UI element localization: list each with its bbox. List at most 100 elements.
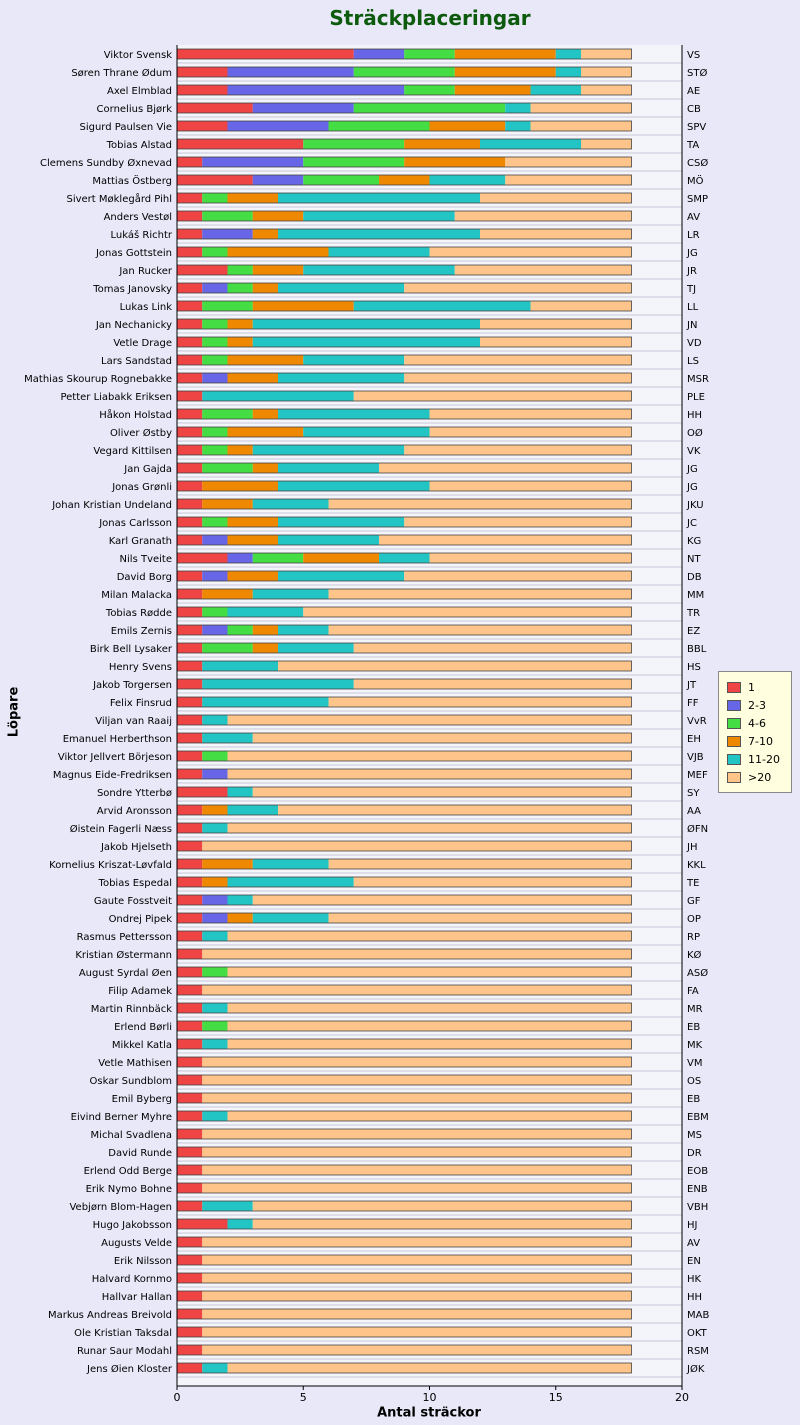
runner-name-label: Mathias Skourup Rognebakke [24,374,172,385]
bar-segment-1 [177,301,203,311]
bar-segment-1 [177,751,203,761]
bar-segment->20 [252,1219,632,1229]
bar-segment->20 [202,1075,632,1085]
bar-segment-1 [177,967,203,977]
bar-segment->20 [227,931,632,941]
bar-segment-11-20 [202,1003,228,1013]
x-tick-label: 5 [300,1391,307,1404]
bar-segment-4-6 [202,751,228,761]
runner-abbr-label: VD [687,338,702,349]
bar-segment->20 [202,1345,632,1355]
bar-segment->20 [581,85,632,95]
runner-abbr-label: DB [687,572,702,583]
bar-segment-1 [177,805,203,815]
bar-segment->20 [454,211,632,221]
bar-segment-11-20 [202,679,354,689]
bar-segment-1 [177,391,203,401]
bar-segment-1 [177,715,203,725]
bar-segment-2-3 [227,85,405,95]
runner-abbr-label: ASØ [687,967,708,979]
bar-segment-4-6 [353,67,455,77]
bar-segment-1 [177,859,203,869]
bar-segment-11-20 [202,733,253,743]
bar-segment-1 [177,1057,203,1067]
runner-name-label: Michal Svadlena [91,1130,172,1141]
runner-abbr-label: KØ [687,949,702,961]
bar-segment-11-20 [202,715,228,725]
bar-segment-7-10 [404,139,480,149]
bar-segment-11-20 [227,895,253,905]
runner-abbr-label: TJ [686,284,696,295]
runner-abbr-label: TR [686,608,700,619]
bar-segment-11-20 [227,787,253,797]
bar-segment->20 [252,895,632,905]
bar-segment-4-6 [252,553,304,563]
bar-segment-11-20 [202,391,354,401]
runner-abbr-label: JT [686,680,697,691]
bar-segment->20 [252,733,632,743]
bar-segment-11-20 [252,913,329,923]
chart-title: Sträckplaceringar [329,6,531,30]
bar-segment-11-20 [379,553,430,563]
bar-segment-1 [177,283,203,293]
bar-segment-1 [177,139,304,149]
bar-segment-1 [177,733,203,743]
runner-name-label: Markus Andreas Breivold [48,1310,172,1321]
bar-segment-11-20 [278,409,430,419]
legend-label: 1 [748,680,755,694]
bar-segment-4-6 [303,157,405,167]
bar-segment-1 [177,643,203,653]
bar-segment-4-6 [202,193,228,203]
runner-abbr-label: EN [687,1256,701,1267]
runner-abbr-label: OØ [687,427,703,439]
runner-abbr-label: NT [687,554,701,565]
bar-segment->20 [505,157,632,167]
bar-segment-1 [177,427,203,437]
bar-segment-1 [177,1165,203,1175]
runner-name-label: Håkon Holstad [99,408,172,421]
runner-abbr-label: MS [687,1130,702,1141]
x-tick-label: 0 [174,1391,181,1404]
bar-segment-11-20 [227,877,354,887]
bar-segment-2-3 [227,553,253,563]
x-tick-label: 15 [549,1391,563,1404]
bar-segment-7-10 [202,805,228,815]
bar-segment-2-3 [202,157,304,167]
legend-item: 2-3 [727,696,791,714]
bar-segment-1 [177,463,203,473]
runner-abbr-label: DR [687,1148,702,1159]
bar-segment-4-6 [404,85,455,95]
bar-segment-11-20 [278,193,480,203]
bar-segment-4-6 [227,625,253,635]
runner-name-label: Jens Øien Kloster [86,1363,173,1375]
bar-segment-11-20 [530,85,581,95]
bar-segment-7-10 [202,481,278,491]
bar-segment-1 [177,661,203,671]
runner-abbr-label: AA [687,806,701,817]
runner-name-label: Johan Kristian Undeland [51,500,172,511]
runner-abbr-label: EBM [687,1112,709,1123]
bar-segment-1 [177,535,203,545]
bar-segment-7-10 [252,211,304,221]
runner-name-label: Ondrej Pipek [109,914,173,925]
bar-segment-7-10 [202,859,253,869]
runner-abbr-label: HK [687,1274,702,1285]
runner-abbr-label: AV [687,1238,700,1249]
bar-segment->20 [404,283,632,293]
runner-abbr-label: VJB [687,752,704,763]
bar-segment-11-20 [480,139,581,149]
runner-name-label: Vetle Drage [113,338,172,349]
bar-segment->20 [404,445,632,455]
bar-segment-7-10 [252,229,278,239]
runner-name-label: Henry Svens [109,662,172,673]
bar-segment-11-20 [252,499,329,509]
runner-name-label: Felix Finsrud [110,698,172,709]
legend-label: 11-20 [748,752,780,766]
bar-segment->20 [429,553,632,563]
bar-segment-4-6 [303,175,379,185]
runner-abbr-label: AE [687,86,700,97]
runner-name-label: Sigurd Paulsen Vie [79,122,172,133]
bar-segment->20 [581,67,632,77]
bar-segment-11-20 [303,211,455,221]
